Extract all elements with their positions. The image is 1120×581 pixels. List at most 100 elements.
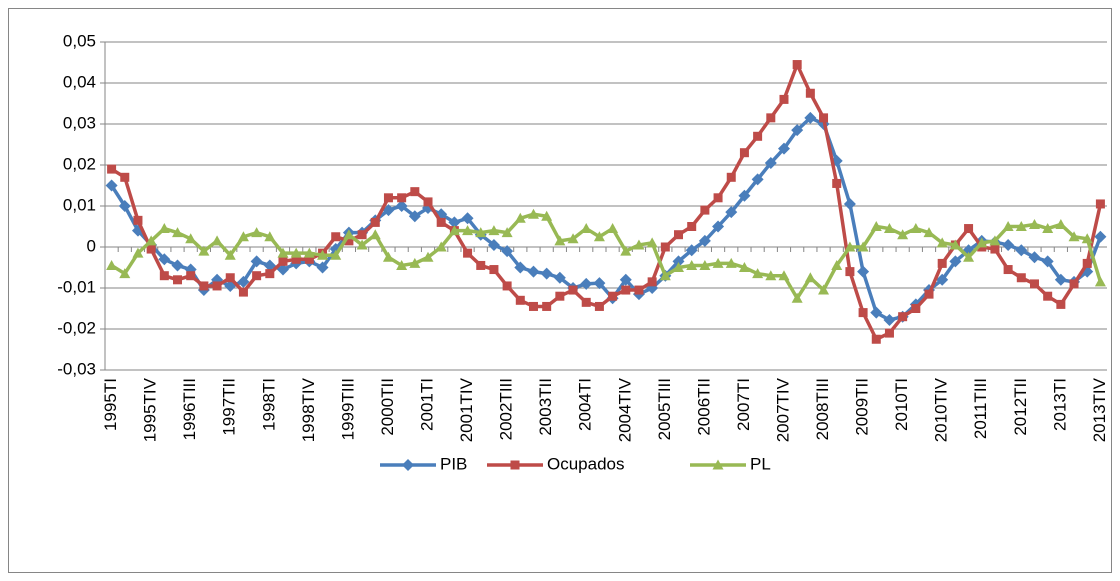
data-point	[883, 313, 896, 326]
data-point	[738, 262, 750, 272]
x-tick-label: 2011TIII	[971, 378, 990, 439]
x-tick-label: 2013TI	[1050, 378, 1069, 431]
data-point	[1002, 221, 1014, 231]
data-point	[857, 241, 869, 252]
data-point	[752, 268, 764, 279]
chart-border	[8, 8, 1112, 573]
data-point	[832, 178, 842, 188]
data-point	[725, 257, 737, 268]
data-point	[528, 301, 538, 311]
data-point	[581, 297, 591, 307]
data-point	[133, 215, 143, 225]
data-point	[949, 255, 962, 268]
data-point	[132, 247, 144, 258]
data-point	[976, 237, 988, 248]
data-point	[1003, 265, 1013, 275]
data-point	[607, 223, 619, 234]
data-point	[911, 304, 921, 313]
x-tick-label: 2000TII	[378, 378, 397, 436]
data-point	[633, 239, 645, 250]
data-point	[1056, 299, 1066, 309]
data-point	[858, 308, 868, 318]
data-point	[199, 281, 209, 291]
data-point	[936, 273, 949, 286]
data-point	[120, 172, 130, 182]
data-point	[792, 60, 802, 70]
data-point	[502, 281, 512, 291]
y-tick-label: 0,02	[63, 154, 96, 173]
series-line	[110, 62, 1103, 341]
data-point	[422, 251, 434, 262]
data-point	[594, 301, 604, 311]
data-point	[515, 295, 525, 305]
data-point	[1016, 273, 1026, 283]
data-point	[330, 249, 342, 260]
data-point	[278, 256, 288, 266]
data-point	[672, 255, 685, 268]
x-tick-label: 1997TII	[220, 378, 239, 436]
data-point	[779, 94, 789, 104]
data-point	[804, 111, 817, 124]
data-point	[804, 272, 816, 283]
data-point	[146, 244, 156, 254]
x-tick-label: 2010TIV	[932, 377, 951, 442]
data-point	[1081, 233, 1093, 244]
data-point	[290, 247, 302, 258]
data-point	[224, 249, 236, 260]
data-point	[805, 88, 815, 98]
data-point	[1094, 276, 1106, 287]
x-tick-label: 2005TIII	[655, 378, 674, 440]
y-tick-label: 0,01	[63, 195, 96, 214]
data-point	[1028, 251, 1041, 264]
data-point	[237, 275, 250, 288]
y-tick-label: -0,01	[57, 277, 96, 296]
data-point	[105, 179, 118, 192]
x-tick-label: 2003TII	[536, 378, 555, 436]
data-point	[171, 259, 184, 272]
data-point	[739, 148, 749, 158]
data-point	[845, 267, 855, 277]
data-point	[660, 242, 670, 252]
data-point	[818, 284, 830, 295]
data-point	[963, 251, 975, 262]
data-point	[698, 234, 711, 247]
data-point	[936, 237, 948, 248]
legend-marker	[510, 460, 520, 470]
data-point	[1041, 255, 1054, 268]
data-point	[621, 285, 631, 295]
data-point	[844, 241, 856, 252]
data-point	[555, 291, 565, 301]
data-point	[871, 334, 881, 344]
data-point	[713, 193, 723, 203]
data-point	[316, 261, 329, 274]
data-point	[1029, 279, 1039, 289]
data-point	[738, 189, 751, 202]
data-point	[1054, 273, 1067, 286]
data-point	[303, 247, 315, 258]
data-point	[1094, 230, 1107, 243]
data-point	[857, 265, 870, 278]
data-point	[158, 223, 170, 234]
data-point	[843, 197, 856, 210]
data-point	[501, 245, 514, 258]
data-point	[686, 259, 698, 270]
data-point	[712, 220, 725, 233]
data-point	[410, 187, 420, 197]
data-point	[540, 267, 553, 280]
x-tick-label: 2001TIV	[457, 377, 476, 442]
data-point	[1015, 221, 1027, 231]
x-tick-label: 2008TIII	[813, 378, 832, 440]
data-point	[436, 217, 446, 227]
data-point	[409, 257, 421, 268]
data-point	[186, 271, 196, 281]
data-point	[211, 235, 223, 246]
legend-marker	[712, 459, 724, 470]
data-point	[687, 222, 697, 231]
data-point	[646, 237, 658, 248]
x-tick-label: 1995TI	[101, 378, 120, 431]
data-point	[343, 229, 355, 240]
x-tick-label: 2010TI	[892, 378, 911, 431]
y-tick-label: -0,02	[57, 318, 96, 337]
